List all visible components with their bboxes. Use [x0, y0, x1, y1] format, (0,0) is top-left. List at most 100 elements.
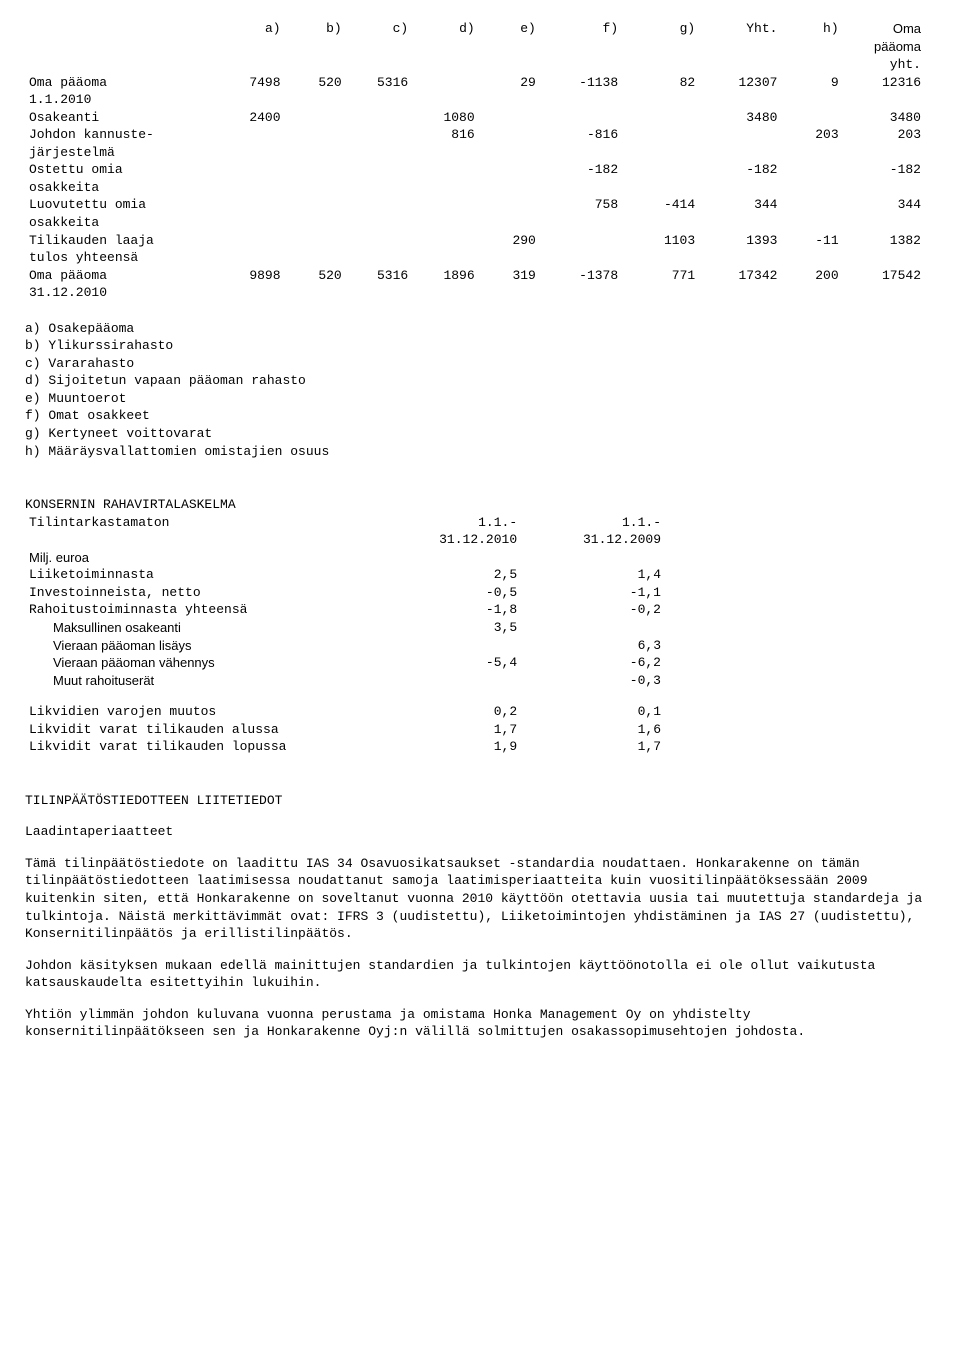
- cell-value: -11: [781, 232, 842, 267]
- cell-value: 5316: [346, 74, 412, 109]
- legend-item: a) Osakepääoma: [25, 320, 935, 338]
- cell-value: -182: [843, 161, 925, 196]
- row-label: Ostettu omia osakkeita: [25, 161, 218, 196]
- cashflow-unit: Milj. euroa: [25, 549, 377, 567]
- legend-item: h) Määräysvallattomien omistajien osuus: [25, 443, 935, 461]
- notes-paragraph: Johdon käsityksen mukaan edellä mainittu…: [25, 957, 935, 992]
- cell-value: 5316: [346, 267, 412, 302]
- table-row: Muut rahoituserät -0,3: [25, 672, 665, 690]
- cell-value: -414: [622, 196, 699, 231]
- table-row: Vieraan pääoman vähennys-5,4-6,2: [25, 654, 665, 672]
- cell-value: 203: [843, 126, 925, 161]
- cell-value: [285, 161, 346, 196]
- row-label: Liiketoiminnasta: [25, 566, 377, 584]
- row-label: Muut rahoituserät: [25, 672, 377, 690]
- col-header: b): [285, 20, 346, 74]
- table-row: Vieraan pääoman lisäys 6,3: [25, 637, 665, 655]
- table-row: Likvidit varat tilikauden lopussa1,91,7: [25, 738, 665, 756]
- cell-value: [412, 161, 478, 196]
- col-header: d): [412, 20, 478, 74]
- row-label: Osakeanti: [25, 109, 218, 127]
- row-label: Oma pääoma 1.1.2010: [25, 74, 218, 109]
- cell-value: [285, 196, 346, 231]
- cell-value: 520: [285, 74, 346, 109]
- cell-value: -0,5: [377, 584, 521, 602]
- cell-value: 290: [479, 232, 540, 267]
- cell-value: [479, 126, 540, 161]
- cell-value: 6,3: [521, 637, 665, 655]
- col-header: h): [781, 20, 842, 74]
- cell-value: [346, 232, 412, 267]
- cell-value: [346, 126, 412, 161]
- cell-value: [622, 126, 699, 161]
- cell-value: [218, 232, 284, 267]
- cell-value: [218, 161, 284, 196]
- legend-item: d) Sijoitetun vapaan pääoman rahasto: [25, 372, 935, 390]
- cell-value: 520: [285, 267, 346, 302]
- cell-value: 1103: [622, 232, 699, 267]
- cell-value: 2400: [218, 109, 284, 127]
- cell-value: 9: [781, 74, 842, 109]
- table-row: Oma pääoma 31.12.2010989852053161896319-…: [25, 267, 925, 302]
- legend-item: b) Ylikurssirahasto: [25, 337, 935, 355]
- cell-value: -182: [699, 161, 781, 196]
- col-header: Yht.: [699, 20, 781, 74]
- row-label: Likvidit varat tilikauden lopussa: [25, 738, 377, 756]
- table-row: Likvidien varojen muutos0,20,1: [25, 703, 665, 721]
- cell-value: [521, 619, 665, 637]
- notes-title: TILINPÄÄTÖSTIEDOTTEEN LIITETIEDOT: [25, 792, 935, 810]
- cell-value: -1138: [540, 74, 622, 109]
- table-row: Luovutettu omia osakkeita758-414344344: [25, 196, 925, 231]
- cell-value: 203: [781, 126, 842, 161]
- cell-value: 1,7: [377, 721, 521, 739]
- cell-value: 1393: [699, 232, 781, 267]
- cell-value: [540, 232, 622, 267]
- cell-value: 758: [540, 196, 622, 231]
- cashflow-table: Tilintarkastamaton 1.1.- 31.12.2010 1.1.…: [25, 514, 665, 756]
- cell-value: 1382: [843, 232, 925, 267]
- col-header: a): [218, 20, 284, 74]
- cell-value: 1,6: [521, 721, 665, 739]
- cell-value: [781, 109, 842, 127]
- cell-value: [622, 109, 699, 127]
- table-header-row: a) b) c) d) e) f) g) Yht. h) Oma pääoma …: [25, 20, 925, 74]
- cell-value: [479, 161, 540, 196]
- legend-item: g) Kertyneet voittovarat: [25, 425, 935, 443]
- cell-value: [412, 232, 478, 267]
- cell-value: 3,5: [377, 619, 521, 637]
- row-label: Vieraan pääoman lisäys: [25, 637, 377, 655]
- cell-value: [377, 637, 521, 655]
- cell-value: -182: [540, 161, 622, 196]
- cell-value: -0,2: [521, 601, 665, 619]
- legend-item: e) Muuntoerot: [25, 390, 935, 408]
- cell-value: -0,3: [521, 672, 665, 690]
- col-header: e): [479, 20, 540, 74]
- cell-value: [346, 196, 412, 231]
- cell-value: [218, 126, 284, 161]
- col-header: f): [540, 20, 622, 74]
- cell-value: 17542: [843, 267, 925, 302]
- cell-value: 7498: [218, 74, 284, 109]
- cell-value: -1,1: [521, 584, 665, 602]
- row-label: Investoinneista, netto: [25, 584, 377, 602]
- cell-value: [285, 126, 346, 161]
- cell-value: 1,9: [377, 738, 521, 756]
- cell-value: 344: [699, 196, 781, 231]
- cell-value: [699, 126, 781, 161]
- cell-value: -1378: [540, 267, 622, 302]
- legend-item: f) Omat osakkeet: [25, 407, 935, 425]
- table-row: Oma pääoma 1.1.20107498520531629-1138821…: [25, 74, 925, 109]
- row-label: Likvidit varat tilikauden alussa: [25, 721, 377, 739]
- cell-value: 771: [622, 267, 699, 302]
- row-label: Luovutettu omia osakkeita: [25, 196, 218, 231]
- cell-value: 12316: [843, 74, 925, 109]
- equity-changes-table: a) b) c) d) e) f) g) Yht. h) Oma pääoma …: [25, 20, 925, 302]
- table-row: Johdon kannuste- järjestelmä816-81620320…: [25, 126, 925, 161]
- cell-value: [479, 196, 540, 231]
- cell-value: [412, 74, 478, 109]
- col-header: c): [346, 20, 412, 74]
- cell-value: 3480: [699, 109, 781, 127]
- cell-value: [781, 196, 842, 231]
- cashflow-title: KONSERNIN RAHAVIRTALASKELMA: [25, 496, 935, 514]
- cell-value: 200: [781, 267, 842, 302]
